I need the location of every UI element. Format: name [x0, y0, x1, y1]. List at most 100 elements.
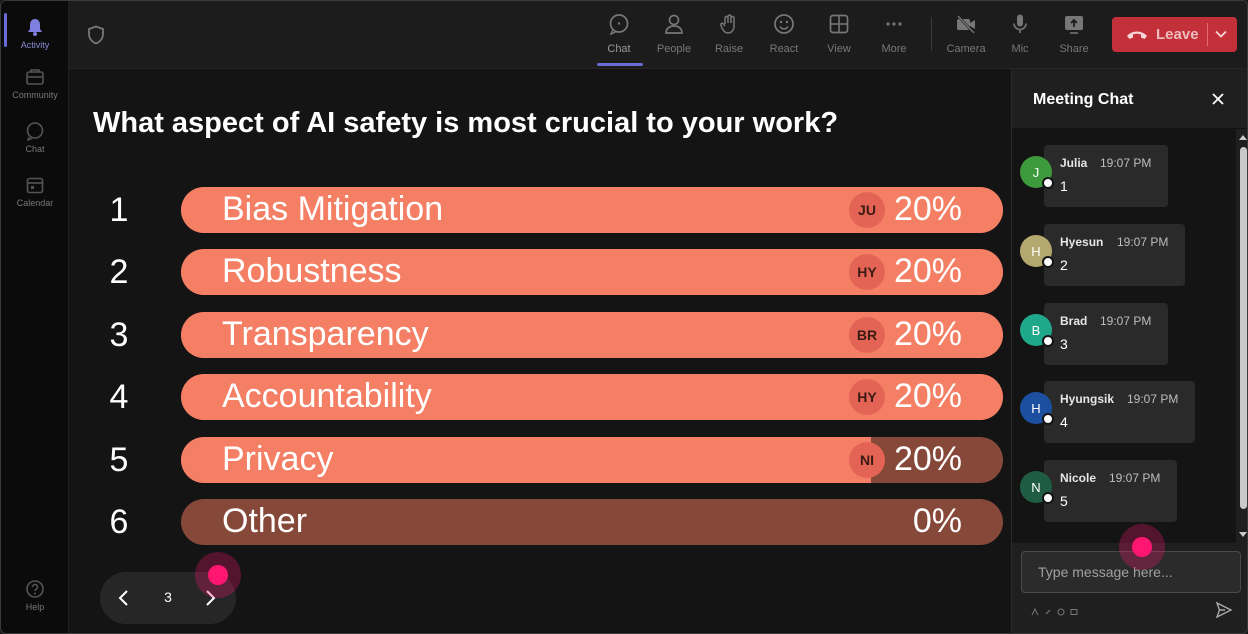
rail-item-community[interactable]: Community — [1, 57, 69, 107]
presence-dot — [1042, 335, 1054, 347]
react-icon — [774, 14, 794, 34]
voter-avatar: JU — [849, 192, 885, 228]
rail-item-help[interactable]: Help — [1, 569, 69, 619]
message-text: 1 — [1060, 178, 1068, 194]
rail-item-chat[interactable]: Chat — [1, 111, 69, 161]
emoji-icon[interactable] — [1057, 603, 1065, 616]
option-number: 1 — [109, 191, 129, 229]
toolbar-chat-button[interactable]: Chat — [594, 11, 644, 61]
option-percent: 20% — [893, 190, 962, 228]
rail-item-label: Community — [12, 90, 58, 100]
message-text: 5 — [1060, 493, 1068, 509]
message-bubble: Hyesun 19:07 PM 2 — [1044, 224, 1185, 286]
presence-dot — [1042, 177, 1054, 189]
option-label: Other — [222, 502, 308, 540]
toolbar-button-label: React — [769, 43, 799, 55]
presence-dot — [1042, 492, 1054, 504]
message-bubble: Hyungsik 19:07 PM 4 — [1044, 381, 1195, 443]
rail-item-label: Chat — [25, 144, 45, 154]
option-bar-fill — [181, 437, 872, 483]
toolbar-button-label: People — [656, 43, 692, 55]
meeting-toolbar: Chat People Raise React View More Camera — [69, 1, 1247, 69]
rail-item-label: Help — [25, 602, 45, 612]
presence-dot — [1042, 256, 1054, 268]
chat-header: Meeting Chat — [1012, 69, 1247, 129]
toolbar-view-button[interactable]: View — [814, 11, 864, 61]
poll-option-row: 1 Bias Mitigation JU 20% — [69, 187, 1011, 233]
send-icon[interactable] — [1215, 601, 1233, 619]
chevron-left-icon[interactable] — [114, 588, 134, 608]
leave-separator — [1207, 23, 1208, 46]
more-icon — [886, 22, 902, 26]
rail-item-calendar[interactable]: Calendar — [1, 165, 69, 215]
toolbar-button-label: Camera — [946, 43, 986, 55]
chat-message-input[interactable] — [1021, 551, 1241, 593]
poll-option-row: 5 Privacy NI 20% — [69, 437, 1011, 483]
chevron-down-icon[interactable] — [1214, 27, 1228, 41]
sender-name: Hyesun — [1060, 235, 1104, 249]
message-text: 2 — [1060, 257, 1068, 273]
leave-label: Leave — [1156, 26, 1199, 43]
attach-icon[interactable] — [1044, 603, 1052, 615]
option-bar: Privacy NI 20% — [181, 437, 1003, 483]
toolbar-share-button[interactable]: Share — [1049, 11, 1099, 61]
scroll-up-icon[interactable] — [1238, 133, 1248, 141]
toolbar-react-button[interactable]: React — [759, 11, 809, 61]
option-label: Transparency — [222, 315, 429, 353]
toolbar-button-label: Share — [1059, 43, 1089, 55]
option-number: 2 — [109, 253, 129, 291]
toolbar-raise-button[interactable]: Raise — [704, 11, 754, 61]
rail-item-activity[interactable]: Activity — [1, 7, 69, 57]
presence-dot — [1042, 413, 1054, 425]
poll-results: What aspect of AI safety is most crucial… — [69, 69, 1011, 633]
meeting-chat-panel: Meeting Chat Julia 19:07 PM 1 J Hyesun 19:07 … — [1011, 69, 1248, 633]
voter-avatar: HY — [849, 254, 885, 290]
chat-message: Brad 19:07 PM 3 B — [1012, 303, 1236, 367]
active-tab-indicator — [597, 63, 643, 66]
sender-name: Julia — [1060, 156, 1088, 170]
message-bubble: Brad 19:07 PM 3 — [1044, 303, 1168, 365]
toolbar-button-label: More — [881, 43, 907, 55]
toolbar-more-button[interactable]: More — [869, 11, 919, 61]
sender-name: Hyungsik — [1060, 392, 1115, 406]
chat-message: Hyungsik 19:07 PM 4 H — [1012, 381, 1236, 445]
scroll-thumb[interactable] — [1240, 147, 1247, 509]
sender-name: Brad — [1060, 314, 1088, 328]
option-percent: 20% — [893, 377, 962, 415]
chat-icon — [609, 14, 629, 35]
poll-option-row: 2 Robustness HY 20% — [69, 249, 1011, 295]
pointer-highlight — [195, 552, 241, 598]
poll-option-row: 6 Other 0% — [69, 499, 1011, 545]
chat-message: Nicole 19:07 PM 5 N — [1012, 460, 1236, 524]
view-icon — [829, 14, 849, 34]
share-icon — [1065, 16, 1083, 34]
sender-name: Nicole — [1060, 471, 1097, 485]
calendar-icon — [26, 177, 44, 194]
option-bar: Other 0% — [181, 499, 1003, 545]
message-bubble: Julia 19:07 PM 1 — [1044, 145, 1168, 207]
toolbar-camera-button[interactable]: Camera — [941, 11, 991, 61]
toolbar-people-button[interactable]: People — [649, 11, 699, 61]
format-icon[interactable] — [1031, 603, 1039, 616]
format-toolbar — [1031, 603, 1078, 616]
option-number: 3 — [109, 316, 129, 354]
gif-icon[interactable] — [1070, 603, 1078, 615]
leave-button[interactable]: Leave — [1112, 17, 1237, 52]
rail-item-label: Calendar — [16, 198, 54, 208]
message-text: 3 — [1060, 336, 1068, 352]
close-icon[interactable] — [1210, 91, 1226, 107]
bell-icon — [28, 19, 42, 36]
option-bar: Transparency BR 20% — [181, 312, 1003, 358]
rail-item-label: Activity — [20, 40, 50, 50]
poll-question: What aspect of AI safety is most crucial… — [93, 107, 839, 139]
shield-icon[interactable] — [87, 25, 105, 45]
option-percent: 0% — [912, 502, 962, 540]
left-rail: Activity Community Chat Calendar Help — [1, 1, 69, 633]
scroll-down-icon[interactable] — [1238, 531, 1248, 539]
toolbar-mic-button[interactable]: Mic — [995, 11, 1045, 61]
chevron-right-icon[interactable] — [200, 588, 220, 608]
chat-scrollbar[interactable] — [1236, 129, 1248, 543]
page-number: 3 — [164, 589, 172, 605]
toolbar-button-label: View — [827, 43, 851, 55]
camera-off-icon — [957, 15, 975, 34]
